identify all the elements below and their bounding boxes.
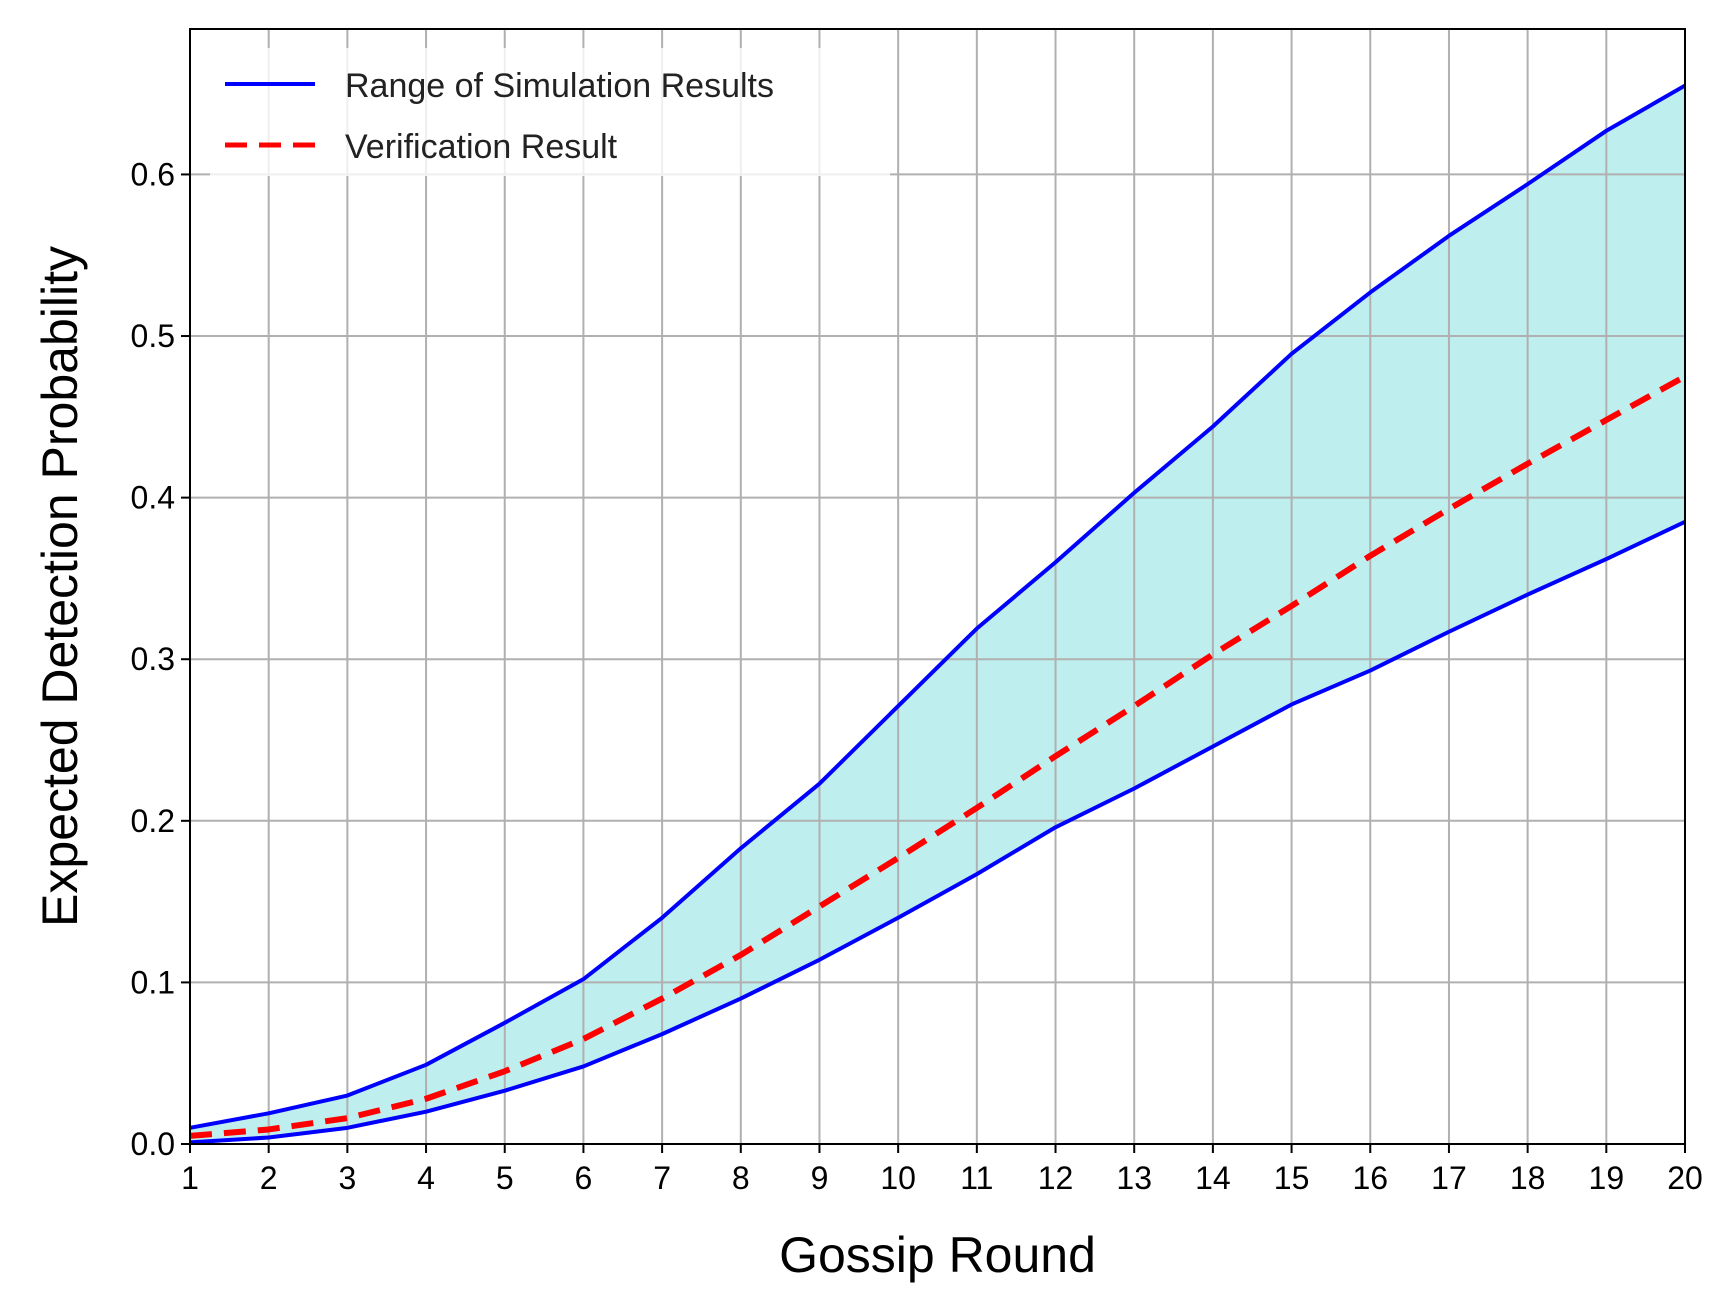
x-tick-label-7: 7 [653,1160,671,1196]
x-tick-label-2: 2 [260,1160,278,1196]
verification-line [189,373,1687,1139]
legend-box [210,48,890,176]
y-tick-label-0.3: 0.3 [131,641,175,677]
y-tick-label-0.5: 0.5 [131,318,175,354]
x-tick-label-13: 13 [1116,1160,1152,1196]
simulation-upper-line [189,83,1686,1130]
tick-layer: 1 2 3 4 5 6 7 8 9 10 11 12 13 14 15 16 17 18 19 200.00.10.2… [131,156,1703,1196]
x-tick-label-16: 16 [1352,1160,1388,1196]
legend-label-simulation: Range of Simulation Results [345,67,774,105]
x-tick-label-17: 17 [1431,1160,1467,1196]
y-tick-label-0.1: 0.1 [131,964,175,1000]
x-tick-label-12: 12 [1038,1160,1074,1196]
y-tick-label-0.6: 0.6 [131,156,175,192]
legend-label-verification: Verification Result [345,128,618,166]
y-tick-label-0.4: 0.4 [131,480,175,516]
x-tick-label-14: 14 [1195,1160,1231,1196]
grid-layer [189,29,1686,1145]
x-tick-label-1: 1 [181,1160,199,1196]
x-axis-label: Gossip Round [779,1227,1096,1283]
legend: Range of Simulation Results Verification… [210,48,890,176]
range-band [190,85,1685,1143]
x-tick-label-20: 20 [1667,1160,1703,1196]
x-tick-label-5: 5 [496,1160,514,1196]
x-tick-label-11: 11 [960,1160,993,1196]
series-layer [189,83,1687,1145]
x-tick-label-9: 9 [811,1160,829,1196]
plot-frame [189,28,1686,1145]
range-band-layer [190,85,1685,1143]
x-tick-label-10: 10 [880,1160,916,1196]
x-tick-label-15: 15 [1274,1160,1310,1196]
x-tick-label-4: 4 [417,1160,435,1196]
y-tick-label-0.0: 0.0 [131,1126,175,1162]
x-tick-label-18: 18 [1510,1160,1546,1196]
x-tick-label-6: 6 [575,1160,593,1196]
y-tick-label-0.2: 0.2 [131,803,175,839]
simulation-lower-line [189,520,1686,1145]
x-tick-label-3: 3 [338,1160,356,1196]
y-axis-label: Expected Detection Probability [32,246,88,927]
x-tick-label-19: 19 [1589,1160,1625,1196]
x-tick-label-8: 8 [732,1160,750,1196]
